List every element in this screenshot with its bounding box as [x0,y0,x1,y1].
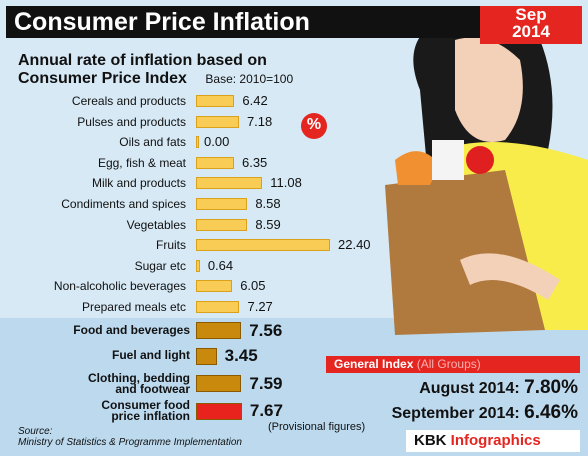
bar [196,239,330,252]
value-label: 22.40 [338,237,371,253]
bar [196,402,242,420]
subtitle: Annual rate of inflation based on Consum… [18,52,293,88]
index-title: General Index [334,357,414,371]
tomato [466,146,494,174]
category-label: Non-alcoholic beverages [53,279,186,294]
value-label: 6.05 [240,278,266,294]
index-row: September 2014: 6.46% [392,401,578,426]
badge-circle [301,113,327,139]
index-subtitle: (All Groups) [416,357,481,371]
bar [196,95,235,107]
index-header [326,356,580,373]
date: Sep 2014 [480,6,582,40]
value-label: 6.35 [241,154,268,170]
value-label: 3.45 [224,346,258,365]
value-label: 8.59 [255,216,281,232]
brand: KBK Infographics [414,432,541,449]
value-label: 0.64 [207,257,234,273]
category-label: Clothing, bedding and footwear [88,370,190,396]
index-value: 7.80% [524,377,578,398]
category-label: Milk and products [91,176,186,191]
arm [460,253,560,300]
box [432,140,464,180]
category-label: Vegetables [126,217,186,232]
value-label: 8.58 [255,196,281,211]
category-label: Fruits [156,238,186,253]
bar [196,259,200,272]
category-label: Consumer food price inflation [101,398,190,423]
value-label: 7.18 [246,113,273,129]
title: Consumer Price Inflation [14,8,310,36]
category-label: Egg, fish & meat [97,155,186,170]
date-year: 2014 [512,22,550,41]
category-label: Cereals and products [71,94,186,108]
index-row: August 2014: 7.80% [392,376,578,401]
brand-suffix: Infographics [450,432,541,449]
value-label: 11.08 [270,175,302,191]
value-label: 6.42 [242,93,268,108]
date-box [480,6,582,44]
subtitle-line: Annual rate of inflation based on [18,52,267,69]
bar [196,115,239,128]
bar [196,301,240,313]
value-label: 0.00 [204,134,230,150]
value-label: 7.27 [247,299,273,314]
bag [385,170,545,335]
bar [196,198,248,210]
subtitle-line: Consumer Price Index Base: 2010=100 [18,70,293,88]
badge: % [306,116,322,133]
index-label: August 2014: [419,380,520,397]
bar [196,156,234,169]
index-value: 6.46% [524,402,578,423]
category-label: Pulses and products [77,114,186,129]
bar [196,177,263,190]
category-label: Oils and fats [119,135,186,150]
category-label: Food and beverages [73,322,190,337]
brand-name: KBK [414,432,447,449]
brand-box [406,430,580,452]
date-month: Sep [515,5,547,24]
bar [196,136,199,149]
base-note: Base: 2010=100 [205,72,294,86]
provisional-note: (Provisional figures) [268,421,366,433]
carrot [395,151,440,185]
bar [196,218,248,231]
source: Source: Ministry of Statistics & Program… [18,426,242,448]
title-bar [6,6,480,38]
source-label: Source: [18,426,53,437]
bar [196,280,233,293]
value-label: 7.67 [249,401,283,420]
index-rows: August 2014: 7.80% September 2014: 6.46% [392,376,578,426]
index-label: September 2014: [391,405,520,422]
category-label: Sugar etc [134,258,186,273]
category-label: Fuel and light [112,348,190,362]
value-label: 7.59 [249,373,283,393]
index-title: General Index (All Groups) [334,357,481,371]
bar [196,322,242,339]
bar [196,375,242,392]
face [455,37,523,142]
source-text: Ministry of Statistics & Programme Imple… [18,437,242,448]
subtitle-line: Consumer Price Index [18,70,187,87]
category-label: Condiments and spices [61,197,186,211]
category-label: Prepared meals etc [81,300,186,314]
bar [196,347,217,365]
value-label: 7.56 [249,320,283,340]
